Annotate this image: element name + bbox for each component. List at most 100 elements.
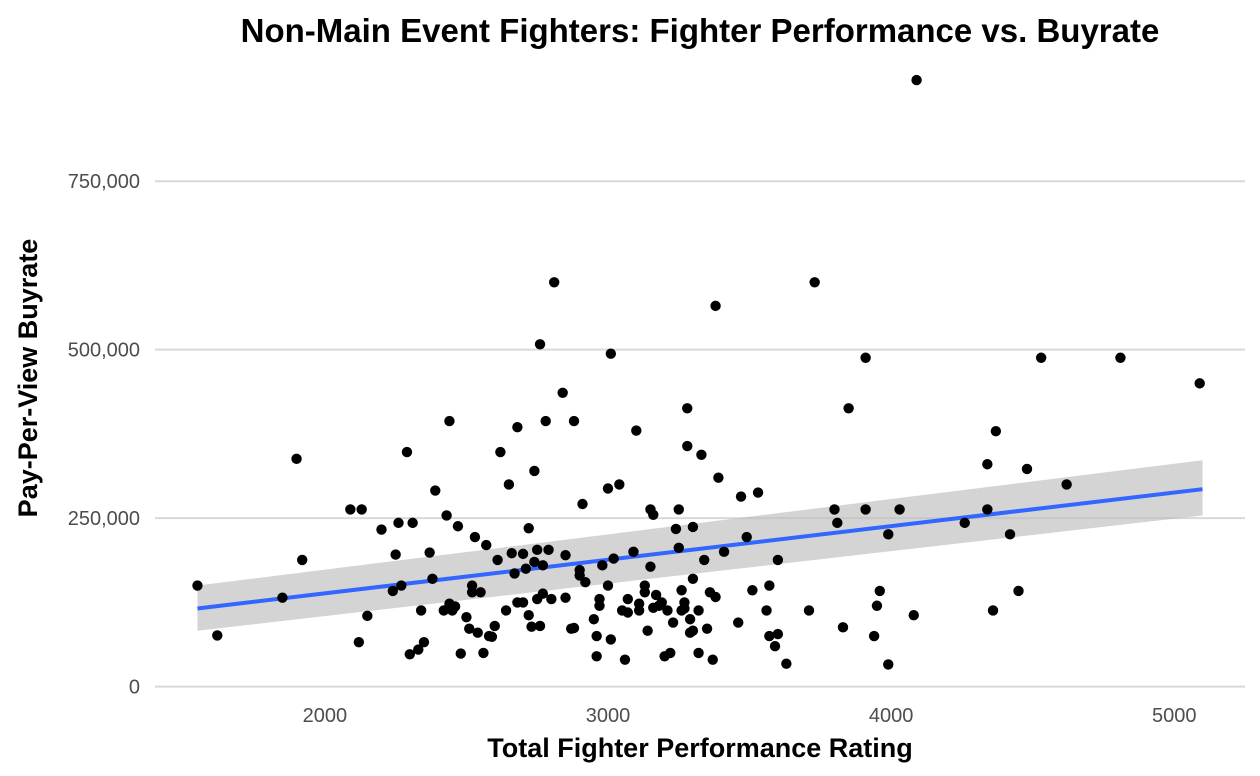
data-point xyxy=(832,517,843,529)
x-tick-label: 3000 xyxy=(586,705,631,727)
data-point xyxy=(455,648,466,659)
data-point xyxy=(718,546,730,558)
data-point xyxy=(387,585,399,597)
data-point xyxy=(676,585,687,596)
data-point xyxy=(461,612,472,623)
data-point xyxy=(1004,529,1016,540)
data-point xyxy=(401,446,413,458)
data-point xyxy=(404,649,416,660)
data-point xyxy=(486,631,498,642)
data-point xyxy=(594,600,605,611)
y-tick-label: 0 xyxy=(129,677,140,699)
data-point xyxy=(648,509,659,520)
data-point xyxy=(987,605,999,616)
data-point xyxy=(752,487,764,498)
data-point xyxy=(687,573,699,585)
data-point xyxy=(597,560,608,571)
data-point xyxy=(747,585,758,596)
data-point xyxy=(557,387,568,399)
data-point xyxy=(529,465,540,477)
data-point xyxy=(860,504,871,515)
x-tick-label: 5000 xyxy=(1152,705,1197,727)
data-point xyxy=(560,592,571,603)
data-point xyxy=(489,620,500,632)
data-point xyxy=(469,531,481,543)
data-point xyxy=(667,617,679,628)
data-point xyxy=(495,446,506,458)
data-point xyxy=(665,647,676,659)
data-point xyxy=(874,585,885,597)
data-point xyxy=(580,576,591,588)
data-point xyxy=(631,425,642,436)
y-tick-label: 500,000 xyxy=(68,340,140,362)
data-point xyxy=(633,598,645,609)
data-point xyxy=(291,453,302,465)
data-point xyxy=(735,491,747,502)
data-point xyxy=(602,483,614,494)
data-point xyxy=(696,449,707,461)
data-point xyxy=(809,277,820,288)
data-point xyxy=(534,339,546,350)
data-point xyxy=(713,472,724,483)
data-point xyxy=(868,630,880,642)
data-point xyxy=(701,623,713,634)
data-point xyxy=(523,609,534,621)
data-point xyxy=(772,628,784,640)
x-axis-title: Total Fighter Performance Rating xyxy=(487,733,913,763)
data-point xyxy=(212,630,223,641)
data-point xyxy=(670,523,682,535)
data-point xyxy=(591,651,602,662)
data-point xyxy=(687,521,699,533)
data-point xyxy=(540,415,551,427)
chart-title: Non-Main Event Fighters: Fighter Perform… xyxy=(241,12,1160,49)
data-point xyxy=(466,580,478,591)
data-point xyxy=(982,504,993,515)
data-point xyxy=(803,605,815,616)
data-point xyxy=(883,659,894,670)
data-point xyxy=(707,654,718,665)
data-point xyxy=(472,627,483,638)
data-point xyxy=(764,580,775,591)
y-axis-title: Pay-Per-View Buyrate xyxy=(13,239,43,518)
data-point xyxy=(682,403,693,414)
data-point xyxy=(297,554,308,566)
x-axis-ticks: 2000 3000 4000 5000 xyxy=(303,705,1197,727)
data-point xyxy=(1021,463,1033,475)
data-point xyxy=(523,523,534,534)
data-point xyxy=(605,348,617,359)
data-point xyxy=(642,625,653,636)
data-point xyxy=(959,517,970,529)
data-point xyxy=(673,542,684,554)
data-point xyxy=(441,510,452,521)
data-point xyxy=(687,625,699,636)
data-point xyxy=(452,521,464,532)
data-point xyxy=(871,600,883,611)
data-point xyxy=(843,403,854,414)
data-point xyxy=(345,504,356,515)
data-point xyxy=(990,426,1002,437)
data-point xyxy=(662,605,673,616)
data-point xyxy=(430,485,441,496)
data-point xyxy=(1013,585,1024,597)
data-point xyxy=(376,524,387,535)
data-point xyxy=(710,591,721,603)
x-tick-label: 4000 xyxy=(869,705,914,727)
data-point xyxy=(1035,352,1047,363)
data-point xyxy=(588,614,600,625)
y-tick-label: 250,000 xyxy=(68,508,140,530)
data-point xyxy=(605,634,617,645)
data-point xyxy=(769,640,781,652)
data-point xyxy=(537,560,549,571)
data-point xyxy=(684,614,696,625)
data-point xyxy=(693,647,704,659)
data-point xyxy=(673,504,684,515)
y-tick-label: 750,000 xyxy=(68,171,140,193)
data-point xyxy=(500,605,512,616)
data-point xyxy=(407,517,418,529)
data-point xyxy=(277,592,288,603)
data-point xyxy=(517,597,529,608)
data-point xyxy=(911,74,922,86)
y-axis-ticks: 0 250,000 500,000 750,000 xyxy=(68,171,140,698)
data-point xyxy=(568,415,580,427)
data-point xyxy=(353,636,365,648)
